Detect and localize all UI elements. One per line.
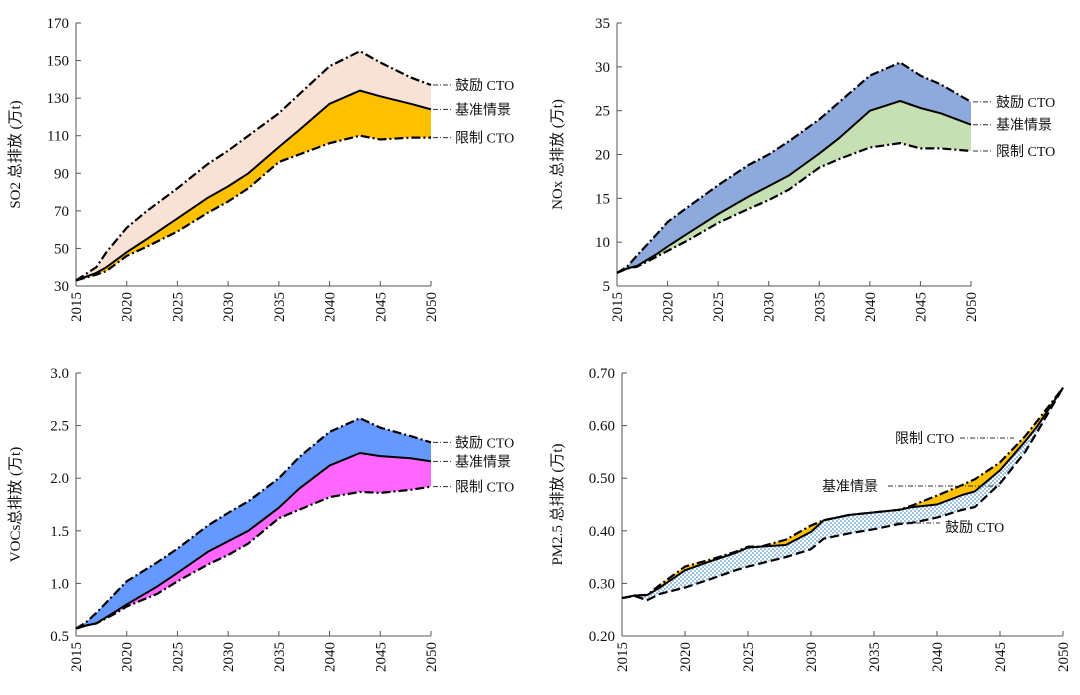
x-tick-label: 2030 (762, 292, 778, 322)
y-tick-label: 20 (595, 148, 610, 164)
y-tick-label: 130 (47, 91, 70, 107)
x-tick-label: 2035 (272, 292, 288, 322)
series-line-2 (621, 387, 1064, 602)
x-tick-label: 2040 (323, 642, 339, 672)
annotation-label: 鼓励 CTO (455, 78, 514, 94)
x-tick-label: 2020 (678, 642, 694, 672)
x-tick-label: 2050 (424, 292, 440, 322)
fill-band-0 (76, 51, 431, 281)
x-tick-label: 2030 (221, 292, 237, 322)
y-tick-label: 35 (595, 16, 610, 32)
annotation-label: 限制 CTO (996, 144, 1055, 160)
x-tick-label: 2035 (272, 642, 288, 672)
y-tick-label: 150 (47, 54, 70, 70)
annotation-label: 基准情景 (996, 117, 1052, 134)
chart-vocs: 0.5 1.0 1.5 2.0 2.5 3.0 2015 2020 2025 2030 2035 20… (7, 366, 514, 672)
fill-band-1 (617, 101, 971, 273)
fill-band-1 (76, 90, 431, 281)
x-tick-label: 2050 (424, 642, 440, 672)
y-tick-label: 10 (595, 235, 610, 251)
annotation-label: 基准情景 (822, 478, 878, 495)
y-tick-label: 170 (47, 16, 70, 32)
series-line-0 (75, 417, 432, 630)
x-tick-label: 2025 (711, 292, 727, 322)
x-tick-label: 2045 (373, 292, 389, 322)
y-tick-label: 1.5 (50, 524, 69, 540)
x-tick-label: 2040 (863, 292, 879, 322)
chart-pm25: 0.20 0.30 0.40 0.50 0.60 0.70 2015 2020 2025 2030… (549, 366, 1072, 672)
x-tick-label: 2025 (170, 642, 186, 672)
annotation-label: 鼓励 CTO (455, 435, 514, 451)
x-tick-label: 2015 (69, 642, 85, 672)
x-tick-label: 2015 (610, 292, 626, 322)
x-tick-label: 2050 (964, 292, 980, 322)
x-tick-label: 2030 (221, 642, 237, 672)
series-line-1 (75, 452, 432, 630)
annotation-label: 限制 CTO (455, 131, 514, 147)
y-tick-label: 1.0 (50, 576, 69, 592)
x-tick-label: 2035 (867, 642, 883, 672)
y-tick-label: 30 (54, 279, 69, 295)
series-line-1 (621, 387, 1064, 600)
x-tick-label: 2020 (661, 292, 677, 322)
y-tick-label: 2.5 (50, 419, 69, 435)
x-tick-label: 2025 (170, 292, 186, 322)
series-line-2 (616, 142, 972, 274)
y-axis-title: PM2.5 总排放 (万t) (549, 443, 566, 565)
y-tick-label: 3.0 (50, 366, 69, 382)
series-line-0 (616, 61, 972, 274)
x-tick-label: 2015 (69, 292, 85, 322)
x-tick-label: 2020 (120, 642, 136, 672)
x-tick-label: 2040 (930, 642, 946, 672)
x-tick-label: 2045 (913, 292, 929, 322)
y-axis-title: VOCs总排放 (万t) (7, 447, 24, 562)
fill-band-1 (622, 387, 1063, 601)
annotation-label: 鼓励 CTO (945, 520, 1004, 536)
chart-so2: 30 50 70 90 110 130 150 170 2015 2020 2025 2030 2035… (7, 16, 514, 322)
y-tick-label: 110 (47, 129, 69, 145)
y-tick-label: 50 (54, 241, 69, 257)
annotation-label: 基准情景 (455, 101, 511, 118)
y-tick-label: 15 (595, 191, 610, 207)
y-tick-label: 0.5 (50, 629, 69, 645)
y-tick-label: 0.50 (589, 471, 615, 487)
series-line-1 (616, 100, 972, 274)
series-line-0 (75, 50, 432, 282)
x-tick-label: 2020 (120, 292, 136, 322)
annotation-label: 限制 CTO (895, 431, 954, 447)
y-tick-label: 25 (595, 104, 610, 120)
fill-band-0 (76, 418, 431, 629)
y-tick-label: 70 (54, 204, 69, 220)
x-tick-label: 2025 (741, 642, 757, 672)
fill-band-1 (76, 453, 431, 629)
x-tick-label: 2030 (804, 642, 820, 672)
y-tick-label: 0.70 (589, 366, 615, 382)
annotation-label: 鼓励 CTO (996, 95, 1055, 111)
y-tick-label: 2.0 (50, 471, 69, 487)
annotation-label: 限制 CTO (455, 480, 514, 496)
x-tick-label: 2050 (1056, 642, 1072, 672)
x-tick-label: 2015 (615, 642, 631, 672)
y-tick-label: 0.40 (589, 524, 615, 540)
x-tick-label: 2045 (373, 642, 389, 672)
y-tick-label: 0.60 (589, 419, 615, 435)
y-axis-title: NOx 总排放 (万t) (549, 99, 566, 210)
annotation-label: 基准情景 (455, 453, 511, 470)
x-tick-label: 2045 (993, 642, 1009, 672)
series-line-1 (75, 89, 432, 282)
fill-band-0 (617, 62, 971, 273)
y-tick-label: 90 (54, 166, 69, 182)
y-tick-label: 30 (595, 60, 610, 76)
y-tick-label: 5 (603, 279, 611, 295)
y-tick-label: 0.20 (589, 629, 615, 645)
x-tick-label: 2040 (323, 292, 339, 322)
series-line-2 (75, 485, 432, 630)
y-axis-title: SO2 总排放 (万t) (7, 100, 24, 208)
y-tick-label: 0.30 (589, 576, 615, 592)
x-tick-label: 2035 (812, 292, 828, 322)
